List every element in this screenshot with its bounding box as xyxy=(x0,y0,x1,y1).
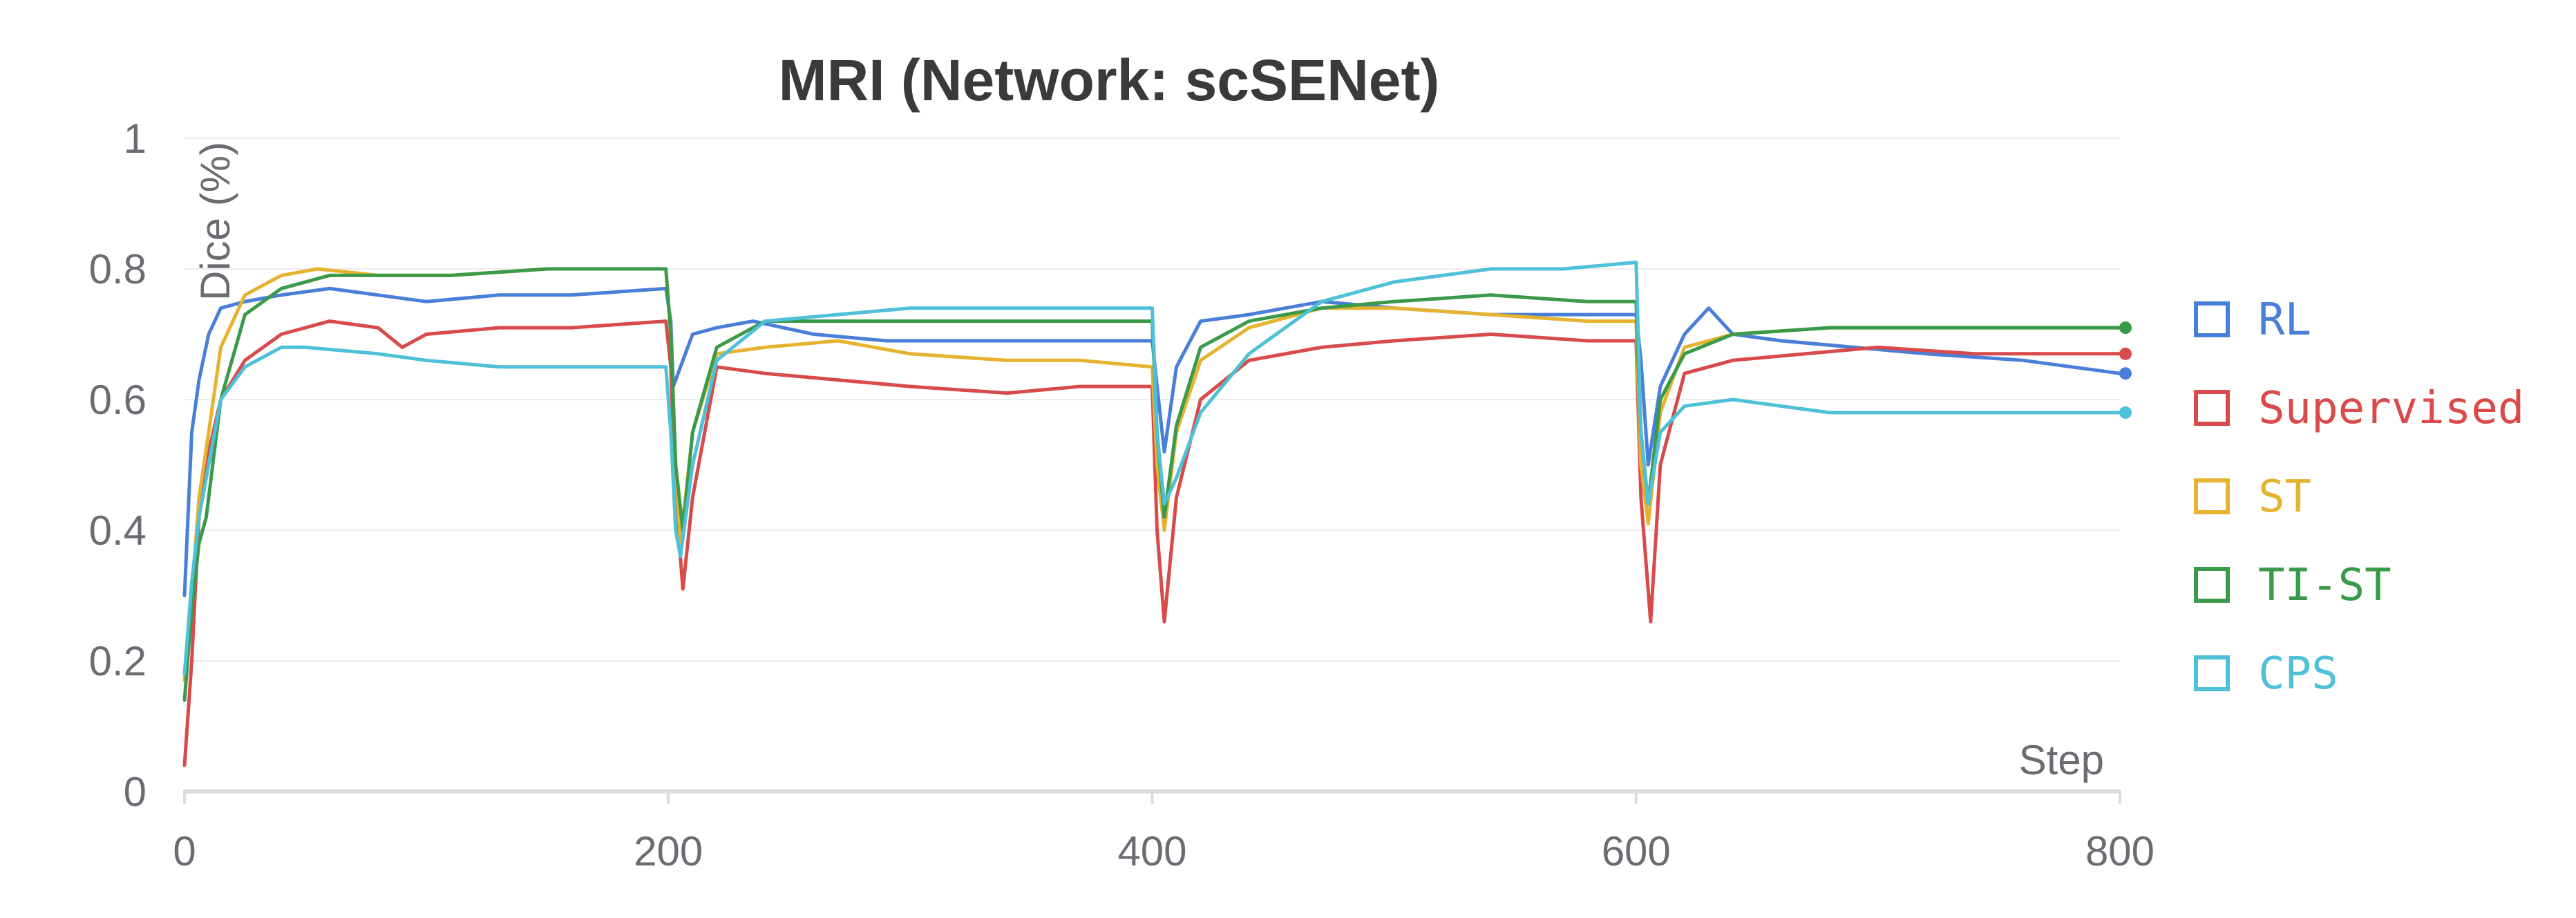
x-tick-label: 400 xyxy=(1117,828,1186,874)
x-axis-label: Step xyxy=(2019,737,2104,783)
legend-swatch-rl xyxy=(2194,301,2230,337)
x-tick-label: 600 xyxy=(1602,828,1671,874)
y-axis-tick-labels: 0 0.2 0.4 0.6 0.8 1 xyxy=(89,115,146,815)
y-tick-label: 0.4 xyxy=(89,507,146,554)
x-axis-tick-labels: 0 200 400 600 800 xyxy=(173,790,2154,874)
legend-swatch-supervised xyxy=(2194,390,2230,426)
y-tick-label: 0.8 xyxy=(89,246,146,292)
x-tick-label: 800 xyxy=(2085,828,2154,874)
legend-swatch-cps xyxy=(2194,655,2230,691)
legend-swatch-st xyxy=(2194,478,2230,514)
legend-label-st: ST xyxy=(2258,471,2311,523)
y-tick-label: 0.2 xyxy=(89,638,146,684)
y-tick-label: 0.6 xyxy=(89,377,146,423)
series-line-rl xyxy=(182,286,2122,597)
series-end-marker-rl xyxy=(2119,367,2132,380)
legend-label-cps: CPS xyxy=(2258,648,2338,700)
y-tick-label: 1 xyxy=(124,115,146,162)
legend-swatch-ti-st xyxy=(2194,567,2230,603)
x-tick-label: 0 xyxy=(173,828,196,874)
x-tick-label: 200 xyxy=(634,828,703,874)
legend: RL Supervised ST TI-ST CPS xyxy=(2194,294,2524,700)
series-end-marker-supervised xyxy=(2119,347,2132,360)
series-line-st xyxy=(182,267,2122,682)
series-line-supervised xyxy=(182,319,2122,767)
y-tick-label: 0 xyxy=(124,769,146,815)
series-end-marker-ti-st xyxy=(2119,321,2132,335)
series-line-cps xyxy=(182,261,2122,676)
legend-label-ti-st: TI-ST xyxy=(2258,560,2392,611)
chart-title: MRI (Network: scSENet) xyxy=(779,48,1440,113)
y-axis-label: Dice (%) xyxy=(192,142,238,301)
series-end-marker-cps xyxy=(2119,406,2132,419)
legend-label-rl: RL xyxy=(2258,294,2311,346)
series-lines xyxy=(182,261,2132,767)
legend-label-supervised: Supervised xyxy=(2258,383,2524,434)
